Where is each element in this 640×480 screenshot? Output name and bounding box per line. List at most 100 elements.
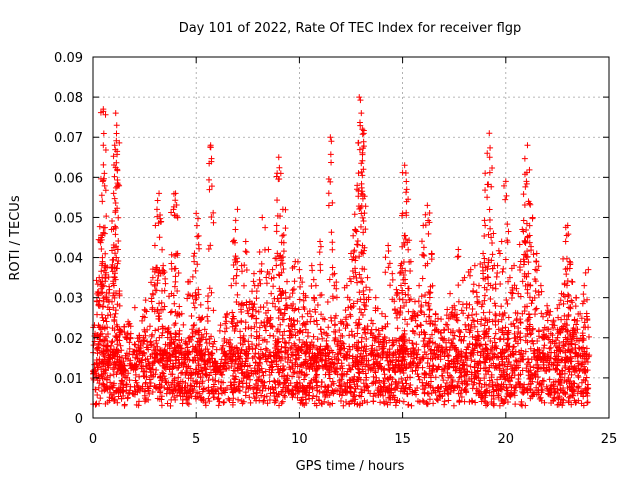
- data-point: [111, 397, 118, 404]
- data-point: [176, 380, 183, 387]
- data-point: [281, 392, 288, 399]
- data-point: [356, 366, 363, 373]
- data-point: [141, 368, 148, 375]
- data-point: [540, 378, 547, 385]
- data-point: [487, 337, 494, 344]
- data-point: [253, 397, 260, 404]
- data-point: [419, 379, 426, 386]
- y-tick-label: 0.06: [54, 171, 83, 186]
- data-point: [99, 289, 106, 296]
- data-point: [392, 378, 399, 385]
- data-point: [483, 387, 490, 394]
- data-point: [255, 308, 262, 315]
- data-point: [541, 342, 548, 349]
- data-point: [494, 376, 501, 383]
- data-point: [427, 383, 434, 390]
- data-point: [260, 372, 267, 379]
- data-point: [249, 341, 256, 348]
- data-point: [102, 294, 109, 301]
- data-point: [488, 392, 495, 399]
- data-point: [278, 343, 285, 350]
- data-point: [470, 381, 477, 388]
- data-point: [469, 341, 476, 348]
- data-point: [314, 387, 321, 394]
- data-point: [100, 282, 107, 289]
- data-point: [186, 394, 193, 401]
- data-point: [528, 300, 535, 307]
- data-point: [262, 385, 269, 392]
- data-point: [562, 364, 569, 371]
- data-point: [421, 335, 428, 342]
- data-point: [535, 364, 542, 371]
- x-tick-label: 15: [394, 432, 411, 447]
- data-point: [428, 350, 435, 357]
- data-point: [537, 394, 544, 401]
- data-point: [326, 401, 333, 408]
- data-point: [134, 382, 141, 389]
- data-point: [508, 391, 515, 398]
- data-point: [348, 328, 355, 335]
- y-tick-label: 0: [75, 412, 83, 427]
- data-point: [321, 383, 328, 390]
- data-point: [441, 401, 448, 408]
- data-point: [349, 376, 356, 383]
- data-point: [481, 375, 488, 382]
- data-point: [243, 373, 250, 380]
- data-point: [489, 383, 496, 390]
- data-point: [528, 330, 535, 337]
- data-point: [145, 346, 152, 353]
- data-point: [205, 377, 212, 384]
- data-point: [201, 385, 208, 392]
- data-point: [226, 397, 233, 404]
- data-point: [357, 376, 364, 383]
- data-point: [540, 345, 547, 352]
- data-point: [263, 393, 270, 400]
- data-point: [131, 341, 138, 348]
- data-point: [287, 366, 294, 373]
- data-point: [424, 401, 431, 408]
- data-point: [533, 391, 540, 398]
- data-point: [309, 395, 316, 402]
- data-point: [456, 374, 463, 381]
- data-point: [397, 388, 404, 395]
- data-point: [496, 402, 503, 409]
- data-point: [204, 318, 211, 325]
- data-point: [253, 377, 260, 384]
- data-point: [163, 390, 170, 397]
- data-point: [441, 398, 448, 405]
- data-point: [539, 377, 546, 384]
- data-point: [185, 375, 192, 382]
- data-point: [363, 374, 370, 381]
- data-point: [169, 390, 176, 397]
- data-point: [352, 396, 359, 403]
- data-point: [267, 353, 274, 360]
- data-point: [469, 333, 476, 340]
- data-point: [454, 360, 461, 367]
- data-point: [210, 340, 217, 347]
- data-point: [262, 368, 269, 375]
- data-point: [157, 389, 164, 396]
- data-point: [328, 389, 335, 396]
- data-point: [102, 400, 109, 407]
- data-point: [156, 384, 163, 391]
- data-point: [505, 335, 512, 342]
- data-point: [221, 399, 228, 406]
- data-point: [567, 393, 574, 400]
- data-point: [438, 372, 445, 379]
- data-point: [227, 379, 234, 386]
- data-point: [492, 330, 499, 337]
- data-point: [108, 342, 115, 349]
- data-point: [461, 398, 468, 405]
- data-point: [126, 389, 133, 396]
- data-point: [172, 396, 179, 403]
- data-point: [460, 365, 467, 372]
- data-point: [585, 324, 592, 331]
- data-point: [97, 239, 104, 246]
- data-point: [400, 398, 407, 405]
- data-point: [424, 360, 431, 367]
- data-point: [404, 374, 411, 381]
- data-point: [262, 345, 269, 352]
- data-point: [141, 395, 148, 402]
- data-point: [237, 353, 244, 360]
- data-point: [218, 370, 225, 377]
